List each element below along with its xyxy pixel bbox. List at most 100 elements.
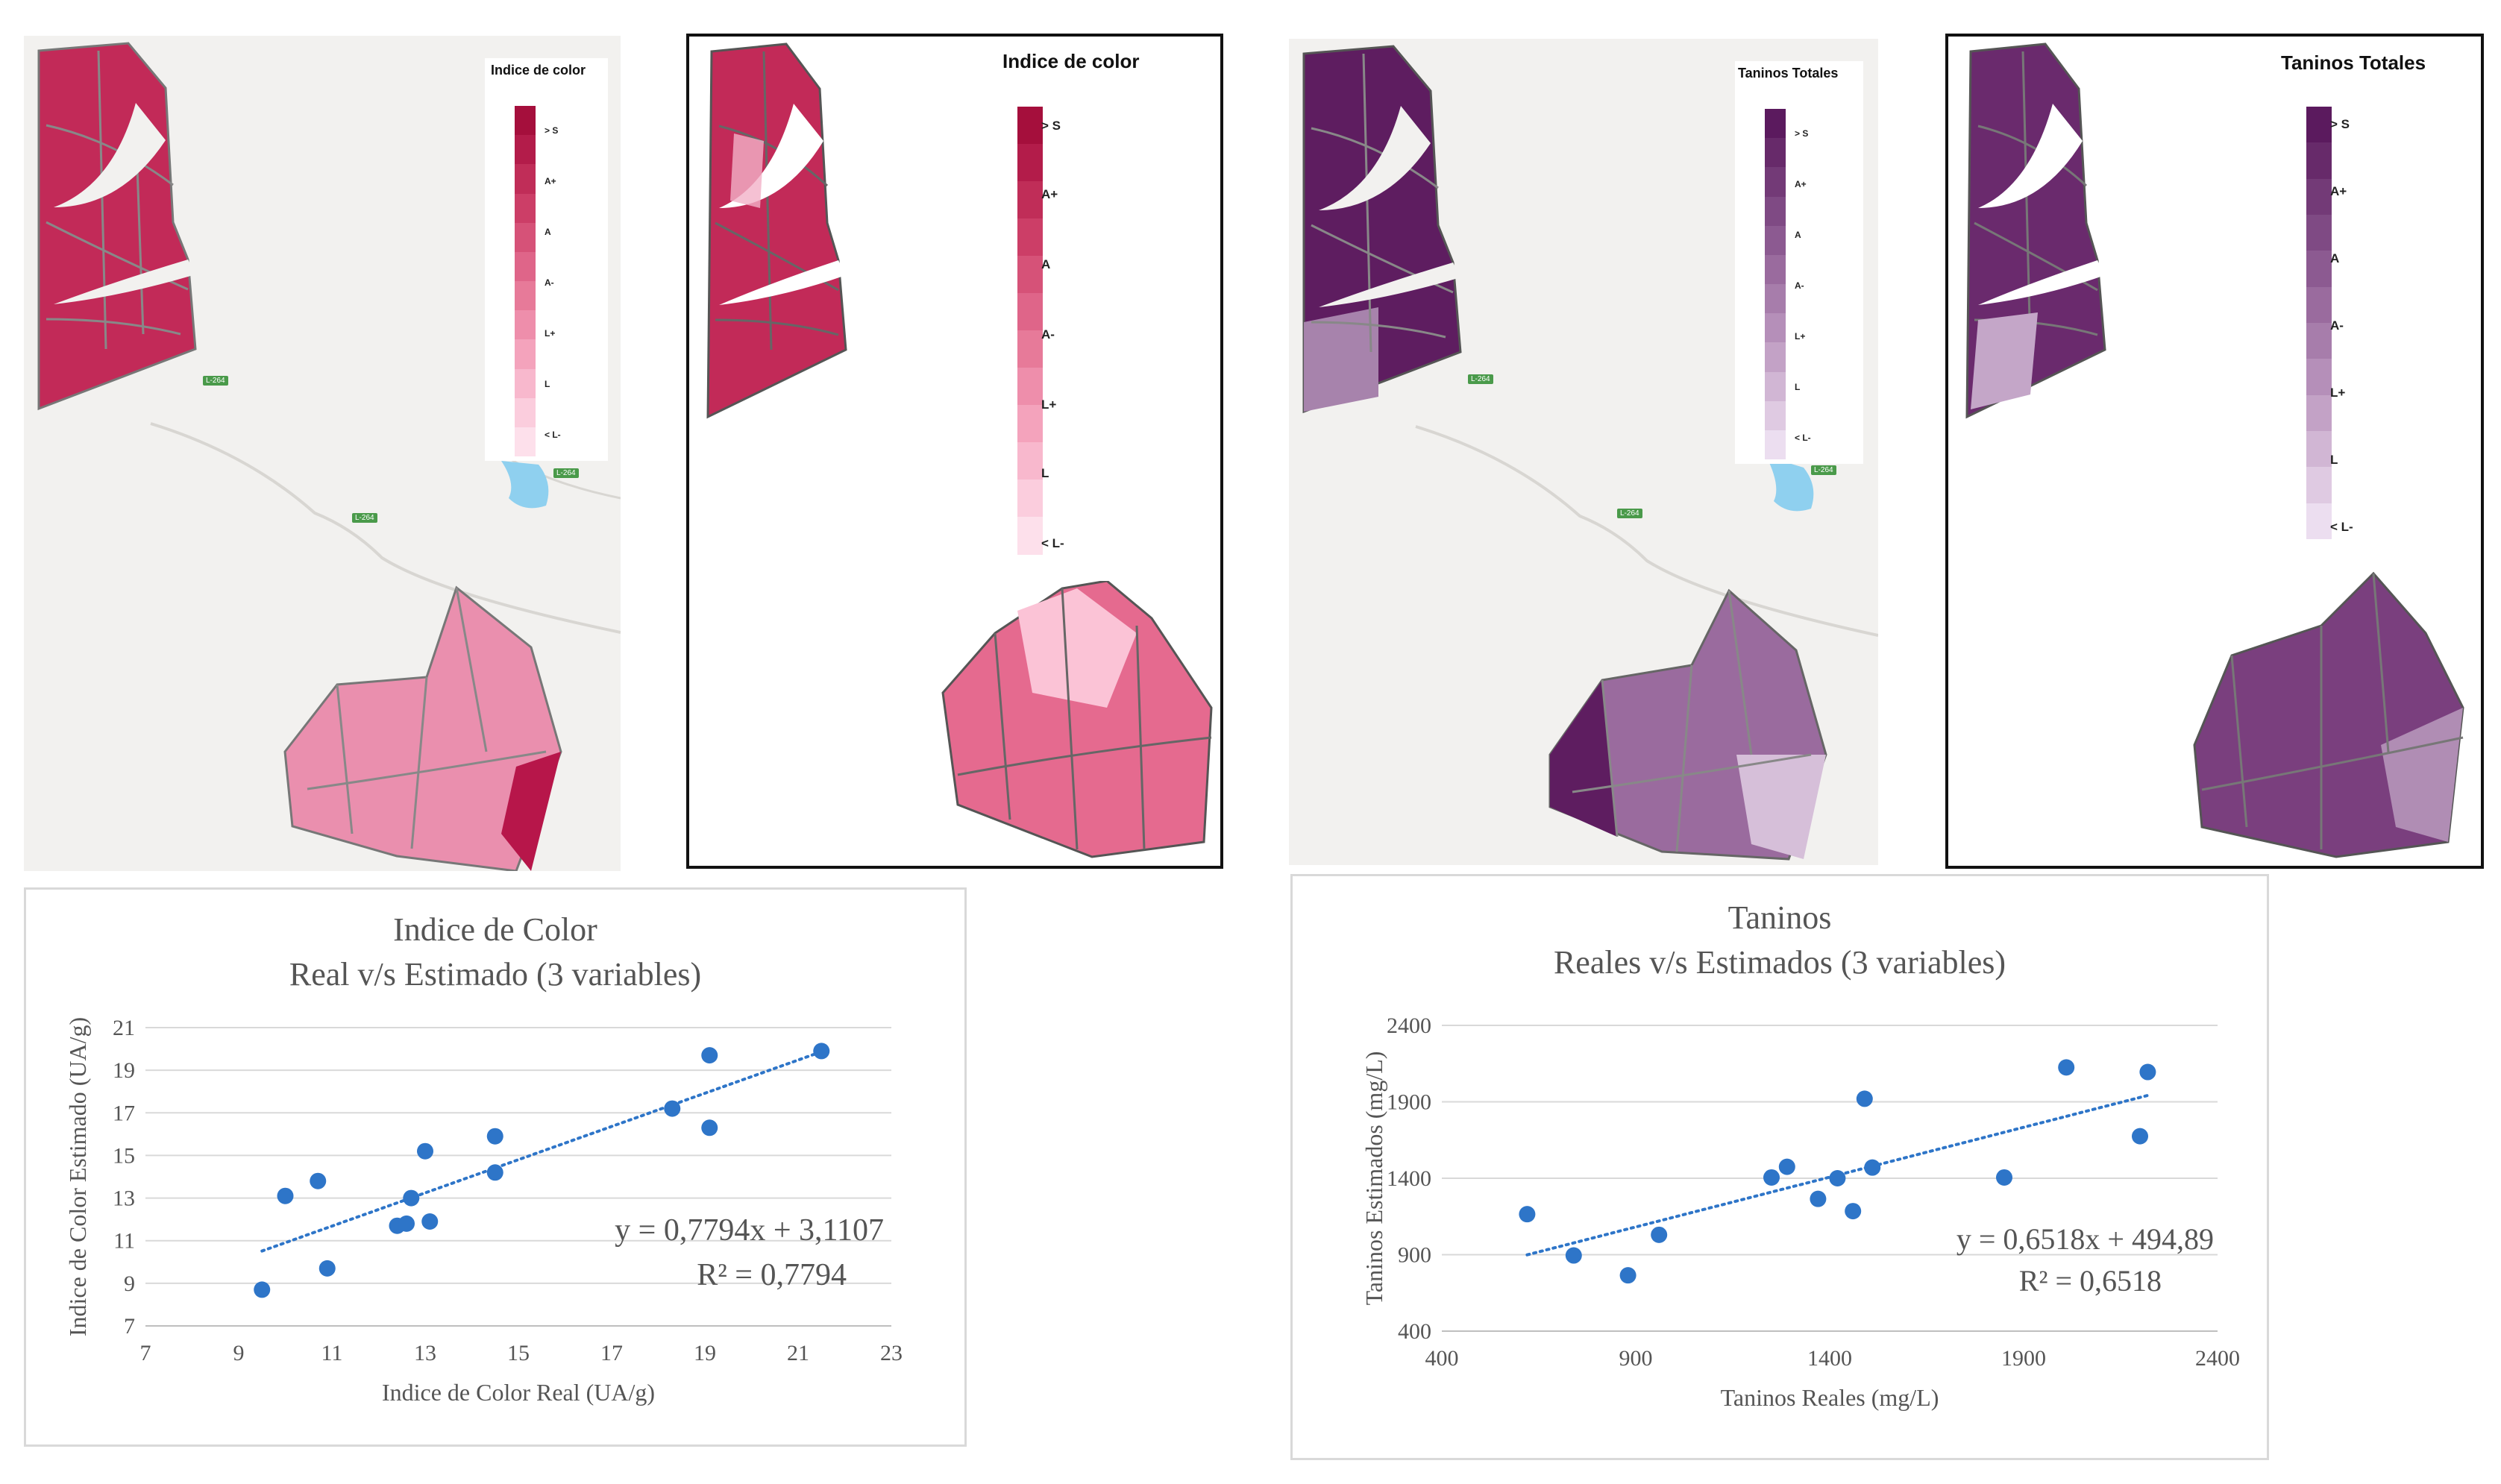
data-point — [486, 1128, 503, 1145]
legend-label-l-minus: < L- — [2330, 520, 2353, 534]
legend-label-l-minus: < L- — [1795, 433, 1811, 443]
trend-equation: y = 0,6518x + 494,89 — [1956, 1222, 2214, 1256]
vineyard-map-shapes — [37, 42, 621, 871]
legend-swatch — [515, 106, 536, 136]
x-tick-label: 1400 — [1807, 1346, 1852, 1371]
scatter-chart-indice-color: Indice de Color Real v/s Estimado (3 vari… — [64, 911, 903, 1406]
legend: Indice de color > S A+ A A- L+ L < L- — [973, 44, 1211, 581]
legend-swatch — [2306, 215, 2332, 251]
legend-title: Indice de color — [491, 63, 586, 78]
data-point — [1845, 1203, 1862, 1220]
legend-label-a-minus: A- — [545, 277, 554, 288]
trendline — [1525, 1093, 2150, 1257]
legend-swatch — [515, 397, 536, 428]
x-axis-label: Indice de Color Real (UA/g) — [382, 1379, 655, 1406]
legend-swatch — [1017, 144, 1043, 182]
legend-label-a-plus: A+ — [545, 176, 556, 186]
legend-swatch — [515, 310, 536, 340]
legend-swatch — [515, 193, 536, 224]
legend-swatch — [515, 427, 536, 457]
y-tick-label: 21 — [113, 1016, 135, 1040]
chart-indice-color: Indice de Color Real v/s Estimado (3 vari… — [24, 887, 967, 1447]
legend-swatch — [1765, 313, 1786, 343]
legend-label-a-plus: A+ — [1795, 179, 1807, 189]
x-tick-label: 11 — [321, 1341, 343, 1365]
trend-equation: y = 0,7794x + 3,1107 — [615, 1213, 884, 1248]
legend-swatch — [1765, 109, 1786, 139]
legend-label-l: L — [1795, 382, 1801, 392]
legend-label-l-plus: L+ — [1041, 397, 1057, 412]
legend-label-a-minus: A- — [1041, 327, 1055, 342]
y-tick-label: 400 — [1398, 1319, 1431, 1344]
legend-label-l: L — [545, 379, 550, 389]
data-point — [1810, 1190, 1827, 1207]
legend-swatch — [2306, 107, 2332, 143]
legend-label-l-minus: < L- — [545, 430, 561, 440]
x-tick-label: 2400 — [2195, 1346, 2240, 1371]
y-tick-label: 1400 — [1387, 1166, 1431, 1191]
legend: Taninos Totales > S A+ A A- L+ L < L- — [2232, 44, 2470, 566]
map-taninos-pixel: Taninos Totales > S A+ A A- L+ L < L- — [1945, 34, 2484, 869]
data-point — [1996, 1169, 2012, 1186]
legend-label-s: > S — [545, 125, 559, 136]
legend-swatch — [515, 135, 536, 165]
legend-swatch — [2306, 323, 2332, 359]
legend-swatch — [1017, 405, 1043, 443]
legend-swatch — [1765, 371, 1786, 402]
vineyard-map-shapes — [1965, 43, 2464, 858]
legend-swatch — [2306, 142, 2332, 180]
data-point — [398, 1215, 415, 1232]
x-tick-label: 23 — [880, 1341, 903, 1365]
x-tick-label: 19 — [694, 1341, 716, 1365]
y-axis-label: Taninos Estimados (mg/L) — [1361, 1051, 1387, 1306]
legend-swatch — [2306, 251, 2332, 288]
x-tick-label: 400 — [1425, 1346, 1459, 1371]
chart-taninos: Taninos Reales v/s Estimados (3 variables… — [1290, 874, 2269, 1460]
legend-label-l-plus: L+ — [2330, 386, 2346, 400]
data-point — [1864, 1159, 1881, 1176]
y-tick-label: 2400 — [1387, 1013, 1431, 1038]
y-axis-label: Indice de Color Estimado (UA/g) — [64, 1017, 91, 1336]
legend-swatch — [1765, 138, 1786, 168]
legend-label-l-plus: L+ — [1795, 331, 1806, 342]
legend: Indice de color > S A+ A A- L+ L < L- — [485, 58, 608, 461]
legend-title: Taninos Totales — [1738, 66, 1839, 81]
legend-swatch — [1765, 342, 1786, 372]
r-squared: R² = 0,6518 — [2019, 1264, 2162, 1298]
legend-label-s: > S — [1041, 119, 1061, 133]
x-tick-label: 9 — [233, 1341, 245, 1365]
road-label: L-264 — [1811, 465, 1836, 475]
data-point — [701, 1047, 718, 1064]
x-tick-label: 1900 — [2001, 1346, 2046, 1371]
trendline — [260, 1050, 823, 1253]
legend-title: Indice de color — [1002, 50, 1140, 72]
legend-swatch — [1765, 167, 1786, 197]
legend-swatch — [515, 164, 536, 194]
chart-title: Taninos — [1728, 899, 1832, 936]
map-taninos-interpolated: L-264 L-264 L-264 Taninos Totales > S A+… — [1289, 39, 1878, 865]
data-point — [664, 1100, 681, 1117]
legend-swatch — [515, 222, 536, 253]
legend-swatch — [1017, 368, 1043, 406]
data-point — [1829, 1170, 1846, 1186]
road-label: L-264 — [1468, 374, 1493, 384]
legend-label-s: > S — [2330, 117, 2350, 131]
map-color-pixel: Indice de color > S A+ A A- L+ L < L- — [686, 34, 1223, 869]
legend-label-a-plus: A+ — [2330, 184, 2347, 198]
legend-label-a: A — [1041, 257, 1051, 271]
legend-label-a: A — [1795, 230, 1801, 240]
data-point — [277, 1187, 294, 1204]
legend-label-l: L — [2330, 453, 2338, 467]
chart-subtitle: Reales v/s Estimados (3 variables) — [1554, 944, 2006, 981]
y-tick-label: 15 — [113, 1143, 135, 1168]
legend-swatch — [2306, 467, 2332, 504]
r-squared: R² = 0,7794 — [697, 1258, 847, 1292]
data-point — [1778, 1158, 1795, 1175]
data-point — [310, 1172, 327, 1189]
legend-swatch — [1017, 256, 1043, 294]
data-point — [1565, 1247, 1582, 1264]
x-tick-label: 13 — [414, 1341, 436, 1365]
legend-label-a-minus: A- — [1795, 280, 1804, 291]
legend-swatch — [2306, 178, 2332, 216]
legend-swatch — [1765, 284, 1786, 314]
